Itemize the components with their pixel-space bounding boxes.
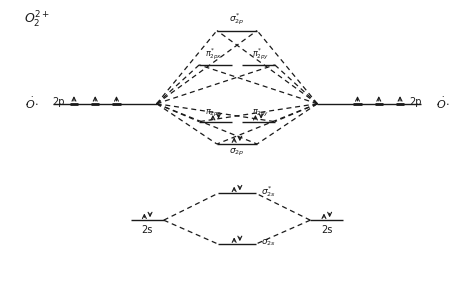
Text: $\sigma_{2p}^{*}$: $\sigma_{2p}^{*}$ [229, 11, 245, 27]
Text: 2s: 2s [321, 225, 332, 235]
Text: $\sigma_{2p}$: $\sigma_{2p}$ [229, 146, 245, 158]
Text: $\sigma_{2s}$: $\sigma_{2s}$ [261, 237, 275, 248]
Text: 2s: 2s [142, 225, 153, 235]
Text: 2p: 2p [410, 97, 422, 107]
Text: $\pi_{2py}$: $\pi_{2py}$ [252, 108, 269, 119]
Text: $\cdot\!\dot{O}\!\cdot$: $\cdot\!\dot{O}\!\cdot$ [435, 95, 450, 111]
Text: $\pi_{2px}$: $\pi_{2px}$ [205, 108, 222, 119]
Text: 2p: 2p [52, 97, 64, 107]
Text: $\pi_{2px}^{*}$: $\pi_{2px}^{*}$ [205, 46, 222, 62]
Text: $\pi_{2py}^{*}$: $\pi_{2py}^{*}$ [252, 46, 269, 62]
Text: $\cdot\!\dot{O}\!\cdot$: $\cdot\!\dot{O}\!\cdot$ [24, 95, 39, 111]
Text: $O_2^{2+}$: $O_2^{2+}$ [24, 10, 51, 30]
Text: $\sigma_{2s}^{*}$: $\sigma_{2s}^{*}$ [261, 184, 275, 199]
